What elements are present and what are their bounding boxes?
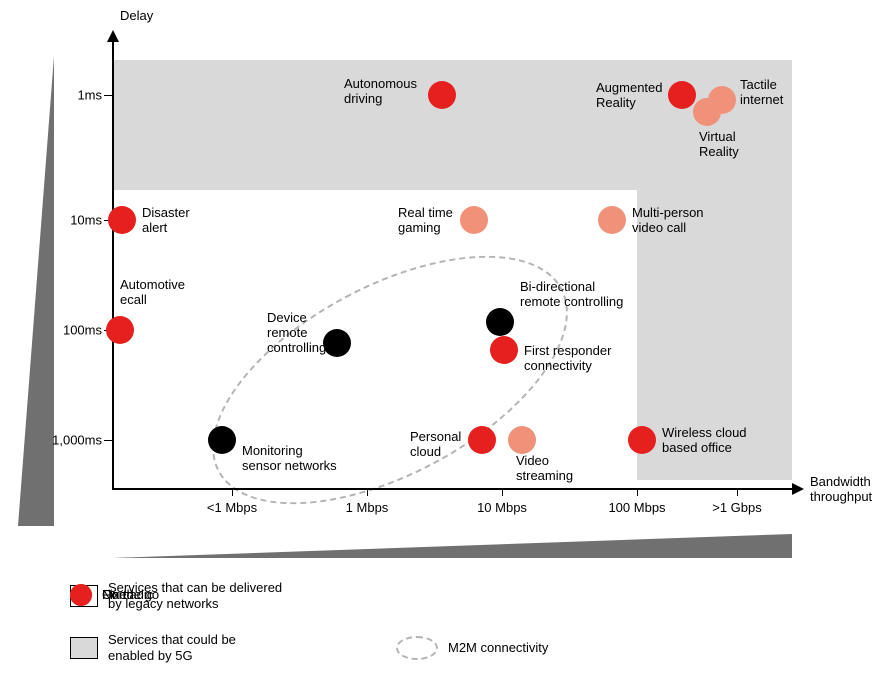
point-autonomous-driving (428, 81, 456, 109)
y-axis-title: Delay (120, 8, 153, 23)
scatter-chart: <1 Mbps1 Mbps10 Mbps100 Mbps>1 Gbps 1ms1… (112, 40, 792, 490)
point-monitoring-sensor (208, 426, 236, 454)
point-label-multi-person-call: Multi-personvideo call (632, 206, 704, 236)
y-axis (112, 40, 114, 490)
point-device-remote-ctrl (323, 329, 351, 357)
point-real-time-gaming (460, 206, 488, 234)
point-personal-cloud (468, 426, 496, 454)
legend-on-the-go: On the go (70, 584, 159, 606)
legend-m2m-ellipse (396, 636, 438, 660)
x-tick-label: <1 Mbps (207, 500, 257, 515)
x-tick (737, 488, 738, 496)
point-augmented-reality (668, 81, 696, 109)
x-tick-label: >1 Gbps (712, 500, 762, 515)
y-tick-label: 1,000ms (42, 433, 102, 448)
point-first-responder (490, 336, 518, 364)
point-label-first-responder: First responderconnectivity (524, 344, 611, 374)
y-tick (104, 95, 112, 96)
point-label-video-streaming: Videostreaming (516, 454, 573, 484)
point-label-device-remote-ctrl: Deviceremotecontrolling (267, 311, 326, 356)
point-bi-remote-ctrl (486, 308, 514, 336)
y-tick-label: 10ms (42, 213, 102, 228)
legend-m2m: M2M connectivity (396, 636, 548, 660)
point-multi-person-call (598, 206, 626, 234)
point-label-augmented-reality: AugmentedReality (596, 81, 663, 111)
point-label-wireless-cloud-office: Wireless cloudbased office (662, 426, 747, 456)
point-video-streaming (508, 426, 536, 454)
point-label-personal-cloud: Personalcloud (410, 430, 461, 460)
y-axis-arrow (107, 30, 119, 42)
x-tick-label: 100 Mbps (608, 500, 665, 515)
point-label-real-time-gaming: Real timegaming (398, 206, 453, 236)
point-label-tactile-internet: Tactileinternet (740, 78, 783, 108)
x-axis (112, 488, 792, 490)
legend-m2m-text: M2M connectivity (448, 640, 548, 656)
x-axis-title: Bandwidththroughput (810, 474, 872, 504)
point-label-virtual-reality: VirtualReality (699, 130, 739, 160)
legend-5g: Services that could beenabled by 5G (70, 632, 236, 663)
point-label-disaster-alert: Disasteralert (142, 206, 190, 236)
x-tick (367, 488, 368, 496)
point-virtual-reality (693, 98, 721, 126)
x-axis-arrow (792, 483, 804, 495)
point-wireless-cloud-office (628, 426, 656, 454)
point-label-automotive-ecall: Automotiveecall (120, 278, 185, 308)
x-tick (637, 488, 638, 496)
y-tick (104, 440, 112, 441)
x-tick (232, 488, 233, 496)
legend-onthego-text: On the go (102, 587, 159, 603)
x-tick-label: 10 Mbps (477, 500, 527, 515)
legend-5g-box (70, 637, 98, 659)
y-tick-label: 1ms (42, 88, 102, 103)
point-automotive-ecall (106, 316, 134, 344)
legend-onthego-dot (70, 584, 92, 606)
point-label-monitoring-sensor: Monitoringsensor networks (242, 444, 337, 474)
x-tick-label: 1 Mbps (346, 500, 389, 515)
point-label-autonomous-driving: Autonomousdriving (344, 77, 417, 107)
y-tick-label: 100ms (42, 323, 102, 338)
point-label-bi-remote-ctrl: Bi-directionalremote controlling (520, 280, 623, 310)
x-tick (502, 488, 503, 496)
point-disaster-alert (108, 206, 136, 234)
legend-5g-text: Services that could beenabled by 5G (108, 632, 236, 663)
